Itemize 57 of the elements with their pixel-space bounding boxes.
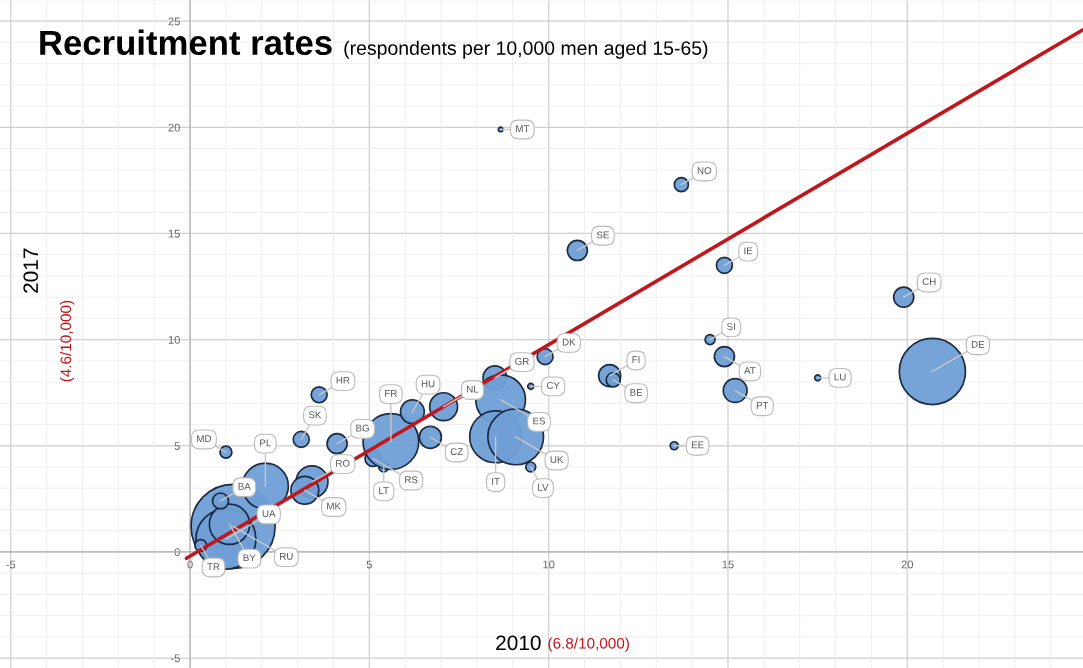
annotation: SK	[308, 411, 322, 419]
x-tick-label: -5	[6, 560, 16, 569]
annotation: MT	[516, 125, 530, 132]
x-axis-title: 2010	[496, 635, 541, 651]
annotation: MD	[197, 435, 212, 442]
y-tick-label: 20	[168, 123, 180, 132]
x-tick-label: 10	[543, 560, 555, 569]
annotation: GR	[515, 357, 529, 365]
annotation: CZ	[450, 448, 463, 456]
y-tick-label: 10	[168, 335, 180, 344]
annotation: BA	[238, 483, 251, 490]
x-tick-label: 20	[901, 560, 914, 569]
annotation: SE	[596, 231, 609, 239]
annotation: FR	[385, 390, 397, 397]
annotation: PT	[756, 402, 769, 409]
annotation: LU	[834, 373, 846, 381]
annotation: TR	[207, 563, 220, 571]
annotation: PL	[260, 439, 271, 447]
annotation: (4.6/10,000)	[60, 300, 75, 382]
annotation: BY	[243, 554, 256, 562]
annotation: IT	[492, 478, 500, 485]
text: (respondents per 10,000 men aged 15-65)	[344, 40, 708, 59]
annotation: UA	[262, 510, 276, 518]
annotation: NL	[467, 385, 479, 393]
annotation: AT	[744, 367, 756, 374]
annotation: RO	[336, 459, 350, 467]
annotation: HU	[421, 380, 435, 388]
annotation: NO	[697, 167, 712, 175]
annotation: LT	[379, 487, 389, 494]
annotation: FI	[632, 356, 640, 363]
y-tick-label: 5	[174, 442, 180, 450]
annotation: (6.8/10,000)	[548, 637, 629, 652]
annotation: IE	[744, 247, 753, 255]
y-axis-title: 2017	[23, 248, 39, 293]
y-tick-label: 25	[168, 17, 180, 26]
annotation: RU	[280, 552, 293, 560]
x-tick-label: 5	[366, 560, 372, 569]
x-tick-label: 15	[722, 560, 734, 569]
annotation: BG	[356, 424, 369, 432]
annotation: SI	[727, 323, 735, 331]
annotation: RS	[405, 476, 418, 484]
y-tick-label: -5	[170, 654, 180, 663]
y-tick-label: 15	[168, 229, 180, 238]
annotation: HR	[336, 376, 350, 384]
text: Recruitment rates	[40, 29, 332, 56]
x-tick-label: 0	[187, 560, 193, 569]
annotation: EE	[691, 441, 704, 449]
annotation: CH	[922, 278, 936, 286]
y-tick-label: 0	[174, 548, 180, 557]
annotation: DK	[562, 338, 576, 346]
annotation: UK	[550, 456, 564, 464]
annotation: MK	[327, 502, 341, 510]
annotation: BE	[630, 389, 643, 396]
annotation: ES	[533, 417, 546, 425]
annotation: LV	[538, 483, 549, 491]
annotation: DE	[971, 341, 985, 348]
annotation: CY	[546, 382, 560, 389]
